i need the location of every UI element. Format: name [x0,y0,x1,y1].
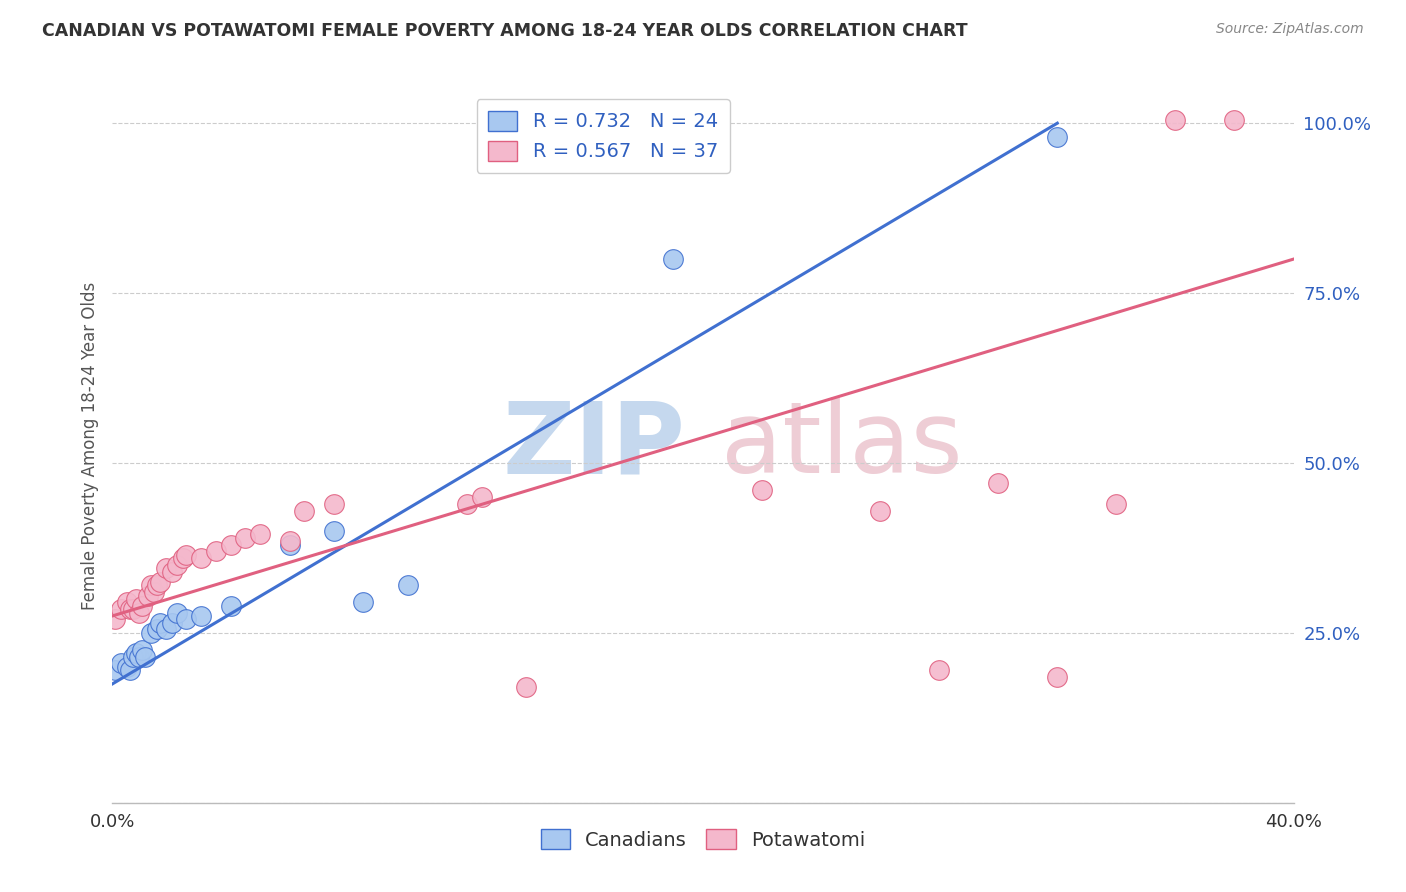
Legend: Canadians, Potawatomi: Canadians, Potawatomi [533,822,873,857]
Point [987,476,1010,491]
Point [174,612,197,626]
Text: CANADIAN VS POTAWATOMI FEMALE POVERTY AMONG 18-24 YEAR OLDS CORRELATION CHART: CANADIAN VS POTAWATOMI FEMALE POVERTY AM… [42,22,967,40]
Point [155,561,177,575]
Point [869,503,891,517]
Point [249,527,271,541]
Point [1164,112,1187,127]
Point [166,606,188,620]
Point [117,660,138,674]
Point [470,490,494,504]
Point [166,558,188,572]
Point [233,531,256,545]
Point [139,626,162,640]
Text: Source: ZipAtlas.com: Source: ZipAtlas.com [1216,22,1364,37]
Point [1223,112,1246,127]
Point [122,649,145,664]
Point [131,599,153,613]
Point [456,497,478,511]
Point [219,599,242,613]
Point [278,534,301,549]
Point [205,544,228,558]
Point [149,615,172,630]
Point [128,606,150,620]
Text: atlas: atlas [721,398,962,494]
Point [396,578,419,592]
Point [146,623,169,637]
Y-axis label: Female Poverty Among 18-24 Year Olds: Female Poverty Among 18-24 Year Olds [80,282,98,610]
Point [352,595,374,609]
Point [219,537,242,551]
Point [149,574,172,589]
Point [662,252,685,266]
Point [131,643,153,657]
Point [160,615,183,630]
Point [117,595,138,609]
Point [278,537,301,551]
Point [323,497,346,511]
Point [928,663,950,677]
Point [136,589,159,603]
Text: ZIP: ZIP [502,398,685,494]
Point [125,646,148,660]
Point [128,649,150,664]
Point [190,551,212,566]
Point [146,578,169,592]
Point [1046,129,1069,144]
Point [110,602,132,616]
Point [515,680,537,694]
Point [172,551,194,566]
Point [142,585,165,599]
Point [292,503,315,517]
Point [110,657,132,671]
Point [104,612,127,626]
Point [1105,497,1128,511]
Point [155,623,177,637]
Point [104,663,127,677]
Point [174,548,197,562]
Point [190,608,212,623]
Point [139,578,162,592]
Point [751,483,773,498]
Point [122,602,145,616]
Point [160,565,183,579]
Point [134,649,156,664]
Point [120,663,142,677]
Point [120,602,142,616]
Point [125,591,148,606]
Point [1046,670,1069,684]
Point [323,524,346,538]
